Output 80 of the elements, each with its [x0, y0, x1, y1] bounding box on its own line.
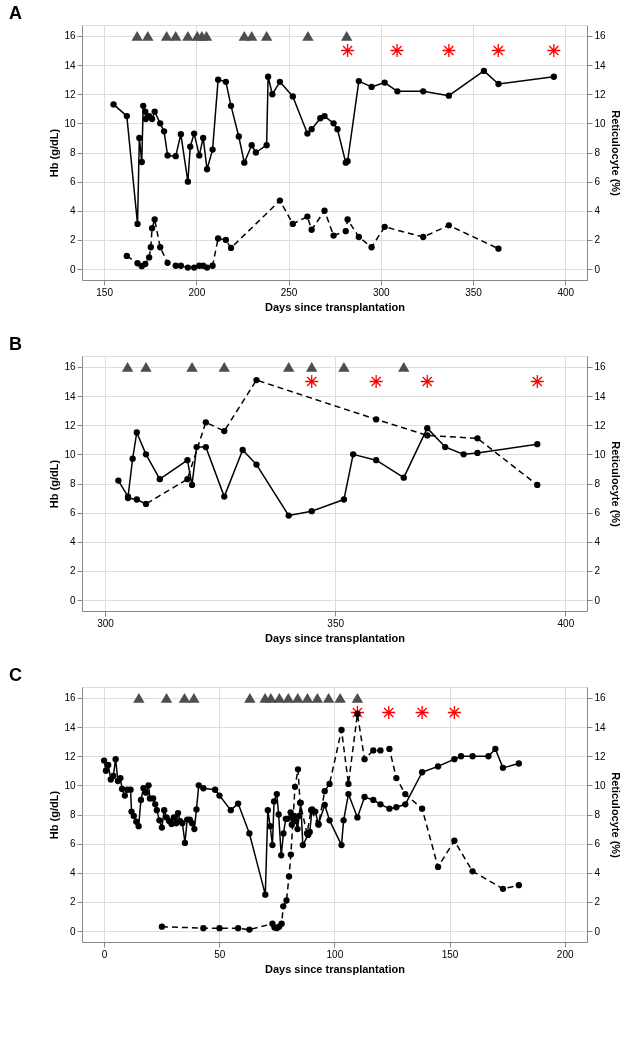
y2-tick-label: 12 — [594, 419, 607, 431]
y2-tick-label: 16 — [594, 692, 607, 704]
y2-tick-label: 10 — [594, 117, 607, 129]
y2-tick-label: 2 — [594, 896, 601, 908]
y2-tick-label: 10 — [594, 779, 607, 791]
y-tick-label: 12 — [64, 419, 76, 431]
x-axis-title: Days since transplantation — [265, 962, 406, 975]
x-tick-label: 300 — [372, 286, 391, 298]
y-tick-label: 4 — [69, 867, 76, 879]
y-tick-label: 10 — [64, 779, 76, 791]
y-tick-label: 16 — [64, 30, 76, 42]
y-tick-label: 2 — [69, 234, 76, 246]
y2-tick-label: 10 — [594, 448, 607, 460]
y2-tick-label: 4 — [594, 205, 601, 217]
y2-tick-label: 14 — [594, 721, 607, 733]
x-axis-title: Days since transplantation — [265, 631, 406, 644]
y-tick-label: 8 — [69, 478, 76, 489]
y-tick-label: 16 — [64, 692, 76, 704]
y2-tick-label: 0 — [594, 925, 601, 937]
y-tick-label: 6 — [69, 507, 76, 519]
y-tick-label: 0 — [69, 925, 76, 937]
y-tick-label: 14 — [64, 59, 76, 71]
y-axis-title: Hb (g/dL) — [48, 128, 61, 178]
x-tick-label: 200 — [556, 948, 574, 960]
x-tick-label: 400 — [557, 286, 575, 298]
y-tick-label: 0 — [69, 263, 76, 275]
x-tick-label: 100 — [326, 948, 344, 960]
chart-title: A — [8, 3, 22, 23]
y-tick-label: 14 — [64, 721, 76, 733]
y-tick-label: 8 — [69, 147, 76, 158]
y2-tick-label: 2 — [594, 234, 601, 246]
y2-tick-label: 16 — [594, 30, 607, 42]
y-tick-label: 14 — [64, 390, 76, 402]
y2-tick-label: 6 — [594, 507, 601, 519]
x-axis-title: Days since transplantation — [265, 300, 406, 313]
y-tick-label: 6 — [69, 176, 76, 188]
y2-tick-label: 12 — [594, 88, 607, 100]
y-tick-label: 2 — [69, 565, 76, 577]
chart-title: B — [8, 334, 22, 354]
chart-title: C — [8, 665, 22, 685]
x-tick-label: 350 — [327, 617, 345, 629]
y2-axis-title: Reticulocyte (%) — [609, 110, 622, 197]
y2-tick-label: 8 — [594, 147, 601, 158]
y2-tick-label: 8 — [594, 478, 601, 489]
x-tick-label: 350 — [465, 286, 483, 298]
y2-tick-label: 0 — [594, 263, 601, 275]
y-tick-label: 4 — [69, 205, 76, 217]
y2-tick-label: 8 — [594, 809, 601, 820]
y2-tick-label: 0 — [594, 594, 601, 606]
y2-tick-label: 6 — [594, 176, 601, 188]
y-tick-label: 6 — [69, 838, 76, 850]
y-tick-label: 8 — [69, 809, 76, 820]
y-tick-label: 16 — [64, 361, 76, 373]
y2-tick-label: 4 — [594, 536, 601, 548]
y2-tick-label: 14 — [594, 59, 607, 71]
y-tick-label: 2 — [69, 896, 76, 908]
x-tick-label: 0 — [101, 948, 108, 960]
x-tick-label: 250 — [280, 286, 298, 298]
y-tick-label: 10 — [64, 117, 76, 129]
y-tick-label: 4 — [69, 536, 76, 548]
y2-tick-label: 4 — [594, 867, 601, 879]
x-tick-label: 50 — [214, 948, 226, 960]
y2-tick-label: 16 — [594, 361, 607, 373]
y2-tick-label: 14 — [594, 390, 607, 402]
x-tick-label: 150 — [441, 948, 459, 960]
y-tick-label: 12 — [64, 750, 76, 762]
y2-axis-title: Reticulocyte (%) — [609, 772, 622, 859]
y2-tick-label: 12 — [594, 750, 607, 762]
y2-axis-title: Reticulocyte (%) — [609, 441, 622, 528]
x-tick-label: 400 — [557, 617, 575, 629]
y-tick-label: 12 — [64, 88, 76, 100]
y2-tick-label: 6 — [594, 838, 601, 850]
y-tick-label: 0 — [69, 594, 76, 606]
y-axis-title: Hb (g/dL) — [48, 459, 61, 509]
x-tick-label: 300 — [97, 617, 115, 629]
y-tick-label: 10 — [64, 448, 76, 460]
y-axis-title: Hb (g/dL) — [48, 790, 61, 840]
x-tick-label: 200 — [188, 286, 206, 298]
y2-tick-label: 2 — [594, 565, 601, 577]
x-tick-label: 150 — [96, 286, 114, 298]
